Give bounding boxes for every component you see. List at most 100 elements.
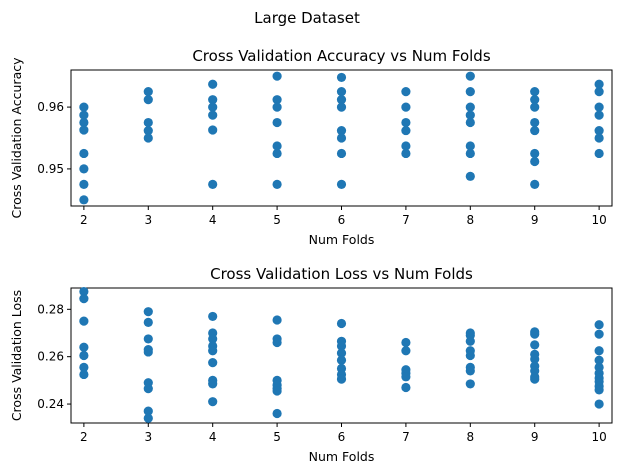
x-axis-label: Num Folds — [309, 232, 375, 247]
x-tick-label: 5 — [273, 430, 281, 444]
data-point — [530, 329, 540, 339]
x-tick-label: 8 — [466, 213, 474, 227]
y-tick-label: 0.24 — [37, 397, 64, 411]
data-point — [594, 355, 604, 365]
data-point — [143, 117, 153, 128]
data-point — [79, 125, 89, 135]
data-point — [336, 348, 347, 358]
x-tick-label: 3 — [144, 213, 152, 227]
data-point — [530, 117, 540, 128]
data-point — [79, 316, 89, 326]
data-point — [79, 102, 89, 112]
data-point — [272, 117, 282, 128]
data-point — [272, 148, 282, 159]
data-point — [336, 148, 347, 159]
data-point — [208, 379, 218, 389]
data-point — [79, 179, 89, 189]
data-point — [594, 102, 604, 112]
data-point — [143, 133, 153, 143]
data-point — [336, 341, 347, 351]
data-point — [594, 346, 604, 356]
data-point — [594, 148, 604, 159]
data-point — [594, 79, 604, 89]
data-point — [336, 318, 347, 329]
data-point — [465, 102, 475, 112]
data-point — [143, 95, 153, 105]
data-point — [208, 179, 218, 189]
data-point — [208, 102, 218, 112]
x-tick-label: 2 — [80, 430, 88, 444]
data-point — [336, 125, 347, 136]
x-tick-label: 4 — [209, 430, 217, 444]
data-point — [594, 110, 604, 120]
x-tick-label: 2 — [80, 213, 88, 227]
y-axis-label: Cross Validation Loss — [9, 290, 24, 421]
data-point — [79, 342, 89, 352]
x-tick-label: 10 — [591, 213, 606, 227]
x-tick-label: 6 — [338, 430, 346, 444]
data-point — [208, 95, 218, 105]
data-point — [143, 334, 153, 344]
accuracy-chart: Cross Validation Accuracy vs Num Folds 2 3… — [9, 47, 613, 247]
data-point — [208, 110, 218, 120]
y-tick-label: 0.28 — [37, 302, 64, 316]
data-point — [208, 358, 218, 368]
data-point — [336, 72, 347, 83]
data-point — [530, 340, 540, 350]
data-point — [272, 408, 282, 419]
y-axis-label: Cross Validation Accuracy — [9, 57, 24, 219]
data-point — [401, 117, 411, 128]
data-point — [336, 102, 347, 112]
data-point — [465, 336, 475, 346]
data-point — [79, 195, 89, 205]
data-point — [401, 337, 411, 348]
x-tick-label: 3 — [144, 430, 152, 444]
data-point — [530, 354, 540, 364]
x-tick-label: 9 — [531, 213, 539, 227]
data-point — [401, 141, 411, 151]
data-point — [79, 148, 89, 159]
data-point — [272, 315, 282, 325]
data-point — [208, 334, 218, 344]
data-point — [79, 117, 89, 128]
data-point — [79, 110, 89, 120]
data-point — [143, 384, 153, 394]
data-point — [465, 117, 475, 128]
data-point — [336, 355, 347, 365]
loss-chart: Cross Validation Loss vs Num Folds 2 3 4 5 6 7… — [9, 265, 613, 464]
data-point — [272, 386, 282, 396]
data-point — [594, 399, 604, 409]
data-point — [272, 95, 282, 105]
data-point — [530, 95, 540, 105]
data-point — [143, 307, 153, 317]
data-point — [272, 102, 282, 112]
x-tick-label: 8 — [466, 430, 474, 444]
suptitle: Large Dataset — [254, 9, 360, 27]
x-tick-label: 9 — [531, 430, 539, 444]
data-point — [79, 164, 89, 174]
data-point — [272, 179, 282, 189]
data-point — [336, 87, 347, 97]
x-axis-label: Num Folds — [309, 449, 375, 464]
data-point — [401, 372, 411, 382]
data-point — [465, 87, 475, 97]
x-tick-label: 6 — [338, 213, 346, 227]
data-point — [336, 95, 347, 105]
data-point — [465, 110, 475, 120]
data-point — [143, 125, 153, 136]
data-point — [594, 133, 604, 143]
data-point — [530, 102, 540, 112]
data-point — [208, 397, 218, 407]
data-point — [465, 148, 475, 159]
data-point — [272, 141, 282, 151]
data-point — [594, 320, 604, 330]
x-tick-label: 10 — [591, 430, 606, 444]
y-tick-label: 0.96 — [37, 100, 64, 114]
data-point — [336, 374, 347, 384]
data-point — [272, 71, 282, 81]
x-tick-label: 4 — [209, 213, 217, 227]
data-point — [401, 87, 411, 97]
data-point — [465, 171, 475, 181]
data-point — [401, 125, 411, 136]
